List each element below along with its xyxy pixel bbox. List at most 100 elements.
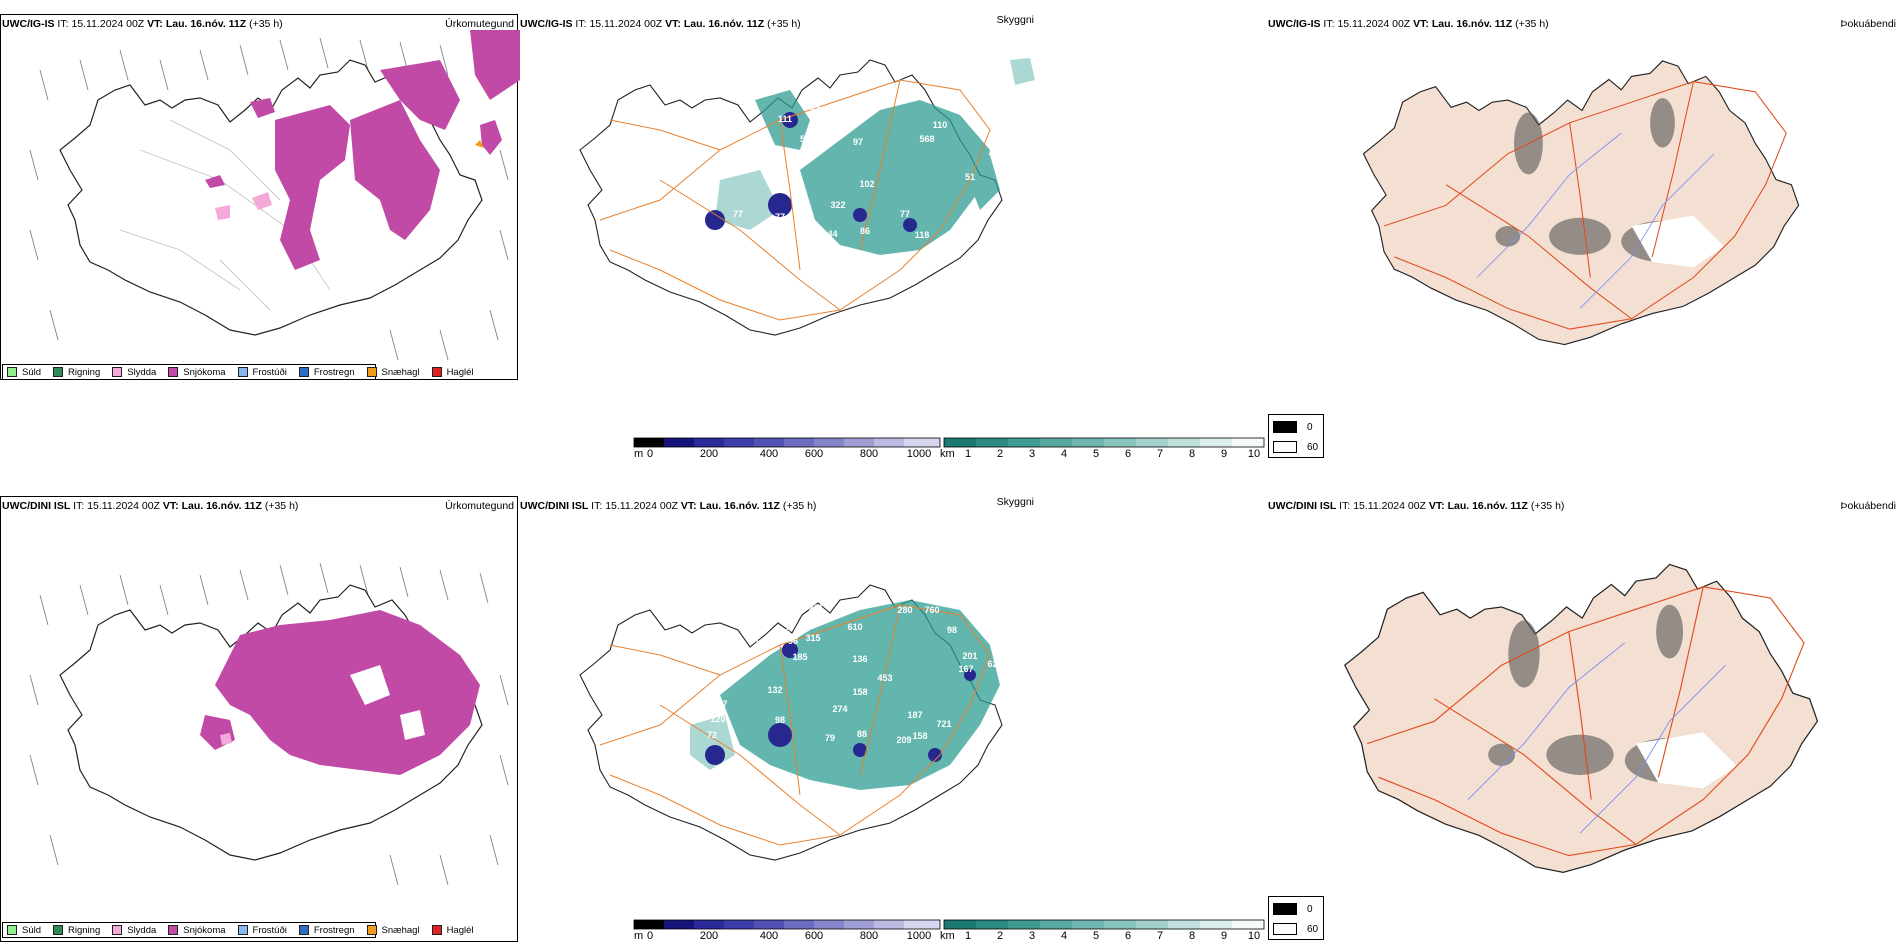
cloud-label: 453 — [877, 673, 892, 683]
fog-map-2 — [1344, 563, 1819, 874]
legend-swatch — [168, 925, 179, 935]
panel-header-1a: UWC/IG-IS IT: 15.11.2024 00Z VT: Lau. 16… — [2, 18, 283, 30]
cloud-label: 107 — [754, 638, 769, 648]
cloud-label: 97 — [853, 137, 863, 147]
cloud-label: 211 — [809, 603, 824, 613]
panel-title-fog-1: Þokuábendi — [1840, 18, 1896, 30]
legend-swatch — [112, 367, 123, 377]
colorbar-tick: 7 — [1156, 930, 1164, 942]
fog-legend-1: 0 60 — [1268, 414, 1324, 458]
colorbar-tick: 8 — [1188, 448, 1196, 460]
panel-title-fog-2: Þokuábendi — [1840, 500, 1896, 512]
colorbar-tick: 2 — [996, 930, 1004, 942]
precip-map-2 — [29, 562, 509, 886]
panel-title-visibility-1: Skyggni — [996, 14, 1034, 26]
legend-swatch — [53, 367, 64, 377]
cloud-label: 467 — [712, 699, 727, 709]
colorbar-tick: 4 — [1060, 930, 1068, 942]
colorbar-tick: 0 — [646, 448, 654, 460]
cloud-label: 322 — [830, 200, 845, 210]
panel-header-2c: UWC/DINI ISL IT: 15.11.2024 00Z VT: Lau.… — [1268, 500, 1565, 512]
colorbar-tick: 8 — [1188, 930, 1196, 942]
cloud-label: 568 — [919, 134, 934, 144]
legend-swatch — [431, 925, 442, 935]
cloud-base-colorbar-1: m 0 200 400 600 800 1000 — [633, 437, 941, 462]
legend-item-snaehagl: Snæhagl — [366, 925, 420, 936]
visibility-map-2: 211 160 333 280 760 106 610 98 107 96 31… — [579, 584, 1003, 861]
legend-item-snaehagl: Snæhagl — [366, 367, 420, 378]
colorbar-tick: 6 — [1124, 930, 1132, 942]
colorbar-unit: km — [940, 448, 955, 460]
cloud-label: 274 — [832, 704, 847, 714]
colorbar-tick: 3 — [1028, 448, 1036, 460]
fog-map-1 — [1362, 60, 1800, 346]
cloud-label: 102 — [859, 179, 874, 189]
cloud-label: 110 — [933, 120, 948, 130]
cloud-label: 84 — [702, 234, 712, 244]
legend-swatch — [237, 367, 248, 377]
legend-item-rigning: Rigning — [53, 925, 100, 936]
panel-header-1c: UWC/IG-IS IT: 15.11.2024 00Z VT: Lau. 16… — [1268, 18, 1549, 30]
panel-header-2a: UWC/DINI ISL IT: 15.11.2024 00Z VT: Lau.… — [2, 500, 299, 512]
legend-swatch — [1273, 421, 1297, 433]
legend-item-frostudi: Frostúði — [237, 367, 287, 378]
legend-swatch — [1273, 903, 1297, 915]
colorbar-tick: 9 — [1220, 930, 1228, 942]
fog-legend-2: 0 60 — [1268, 896, 1324, 940]
colorbar-tick: 9 — [1220, 448, 1228, 460]
legend-item-haglel: Haglél — [431, 925, 474, 936]
panel-header-1b: UWC/IG-IS IT: 15.11.2024 00Z VT: Lau. 16… — [520, 18, 801, 30]
cloud-label: 610 — [847, 622, 862, 632]
legend-item-snjokoma: Snjókoma — [168, 925, 226, 936]
colorbar-tick: 800 — [859, 930, 879, 942]
cloud-label: 54 — [805, 220, 815, 230]
cloud-label: 120 — [710, 714, 725, 724]
colorbar-tick: 10 — [1247, 930, 1261, 942]
panel-title-precip-2: Úrkomutegund — [445, 500, 514, 512]
precip-legend-1: Súld Rigning Slydda Snjókoma Frostúði Fr… — [2, 364, 474, 380]
cloud-label: 98 — [947, 625, 957, 635]
legend-item-slydda: Slydda — [112, 367, 156, 378]
cloud-label: 209 — [896, 735, 911, 745]
colorbar-tick: 400 — [759, 930, 779, 942]
colorbar-tick: 5 — [1092, 448, 1100, 460]
legend-swatch — [366, 925, 377, 935]
cloud-label: 79 — [825, 733, 835, 743]
cloud-label: 167 — [958, 664, 973, 674]
colorbar-unit: m — [634, 448, 644, 460]
legend-swatch — [298, 925, 309, 935]
legend-swatch — [1273, 441, 1297, 453]
colorbar-tick: 0 — [646, 930, 654, 942]
cloud-label: 72 — [707, 730, 717, 740]
colorbar-tick: 2 — [996, 448, 1004, 460]
cloud-label: 760 — [924, 605, 939, 615]
cloud-label: 86 — [860, 226, 870, 236]
cloud-label: 118 — [915, 230, 930, 240]
cloud-label: 106 — [775, 627, 790, 637]
colorbar-tick: 10 — [1247, 448, 1261, 460]
legend-item-haglel: Haglél — [431, 367, 474, 378]
colorbar-tick: 1000 — [906, 448, 932, 460]
cloud-label: 111 — [778, 114, 792, 124]
cloud-label: 158 — [852, 687, 867, 697]
colorbar-tick: 1 — [964, 930, 972, 942]
colorbar-tick: 1000 — [906, 930, 932, 942]
precip-legend-2: Súld Rigning Slydda Snjókoma Frostúði Fr… — [2, 922, 474, 938]
colorbar-tick: 3 — [1028, 930, 1036, 942]
visibility-colorbar-2: km 1 2 3 4 5 6 7 8 9 10 — [940, 919, 1265, 944]
legend-swatch — [237, 925, 248, 935]
cloud-label: 158 — [912, 731, 927, 741]
cloud-label: 185 — [792, 652, 807, 662]
colorbar-tick: 5 — [1092, 930, 1100, 942]
legend-item-slydda: Slydda — [112, 925, 156, 936]
cloud-label: 96 — [788, 636, 798, 646]
cloud-label: 333 — [802, 619, 817, 629]
colorbar-unit: km — [940, 930, 955, 942]
colorbar-tick: 7 — [1156, 448, 1164, 460]
cloud-label: 136 — [852, 654, 867, 664]
precip-map-1 — [29, 30, 520, 361]
cloud-label: 52 — [800, 134, 810, 144]
cloud-base-colorbar-2: m 0 200 400 600 800 1000 — [633, 919, 941, 944]
cloud-label: 88 — [857, 729, 867, 739]
colorbar-tick: 600 — [804, 930, 824, 942]
